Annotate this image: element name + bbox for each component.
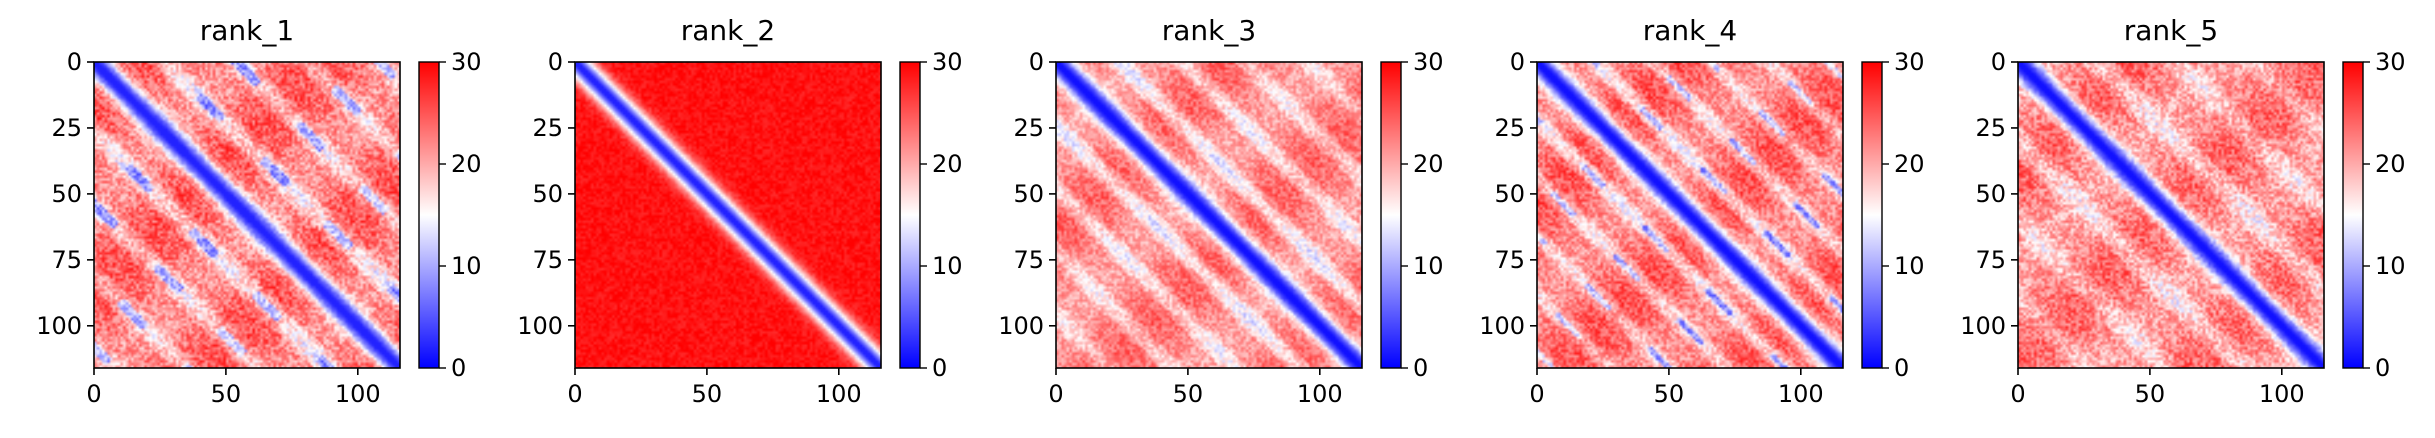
colorbar-tick-label: 0 <box>451 354 466 382</box>
axes-frame <box>1536 61 1844 369</box>
y-tick-label: 75 <box>51 246 82 274</box>
y-tick-label: 50 <box>1013 180 1044 208</box>
x-tick-label: 50 <box>692 380 723 408</box>
x-tick-label: 0 <box>86 380 101 408</box>
x-tick-label: 50 <box>1173 380 1204 408</box>
y-tick-label: 100 <box>998 312 1044 340</box>
y-tick-label: 25 <box>1975 114 2006 142</box>
colorbar-gradient <box>418 61 440 369</box>
y-tick-label: 50 <box>532 180 563 208</box>
colorbar: 0 10 20 30 <box>1861 48 1925 382</box>
colorbar-tick-label: 30 <box>2375 48 2406 76</box>
y-tick-label: 50 <box>1494 180 1525 208</box>
x-tick-label: 100 <box>1297 380 1343 408</box>
y-tick-label: 100 <box>36 312 82 340</box>
axes-frame <box>93 61 401 369</box>
panel-title: rank_3 <box>1161 14 1257 47</box>
colorbar-tick-label: 30 <box>1894 48 1925 76</box>
panel-title: rank_1 <box>199 14 295 47</box>
y-tick-label: 100 <box>517 312 563 340</box>
heatmap-axes: 0 50 100 0 25 50 75 100 <box>1960 48 2325 408</box>
heatmap-axes: 0 50 100 0 25 50 75 100 <box>36 48 401 408</box>
y-tick-label: 0 <box>548 48 563 76</box>
y-tick-label: 100 <box>1960 312 2006 340</box>
heatmap-plot-area <box>575 62 881 368</box>
x-tick-label: 100 <box>335 380 381 408</box>
colorbar-gradient <box>2342 61 2364 369</box>
colorbar: 0 10 20 30 <box>1380 48 1444 382</box>
heatmap-image <box>575 62 881 368</box>
x-tick-label: 50 <box>211 380 242 408</box>
axes-frame <box>574 61 882 369</box>
heatmap-image <box>94 62 400 368</box>
heatmap-plot-area <box>1537 62 1843 368</box>
heatmap-axes: 0 50 100 0 25 50 75 100 <box>517 48 882 408</box>
x-tick-label: 50 <box>1654 380 1685 408</box>
colorbar-tick-label: 10 <box>932 252 963 280</box>
x-tick-label: 0 <box>567 380 582 408</box>
colorbar-tick-label: 20 <box>2375 150 2406 178</box>
x-tick-label: 100 <box>1778 380 1824 408</box>
y-tick-label: 0 <box>1029 48 1044 76</box>
heatmap-axes: 0 50 100 0 25 50 75 100 <box>1479 48 1844 408</box>
y-tick-label: 75 <box>1494 246 1525 274</box>
x-tick-label: 0 <box>2010 380 2025 408</box>
colorbar-tick-label: 30 <box>1413 48 1444 76</box>
x-tick-label: 50 <box>2135 380 2166 408</box>
axes-frame <box>1055 61 1363 369</box>
y-tick-label: 0 <box>1510 48 1525 76</box>
colorbar: 0 10 20 30 <box>2342 48 2406 382</box>
colorbar-tick-label: 30 <box>932 48 963 76</box>
x-tick-label: 0 <box>1529 380 1544 408</box>
x-tick-label: 0 <box>1048 380 1063 408</box>
colorbar-tick-label: 20 <box>1894 150 1925 178</box>
colorbar-tick-label: 20 <box>932 150 963 178</box>
heatmap-axes: 0 50 100 0 25 50 75 100 <box>998 48 1363 408</box>
axes-frame <box>2017 61 2325 369</box>
y-tick-label: 50 <box>51 180 82 208</box>
y-tick-label: 75 <box>1975 246 2006 274</box>
x-tick-label: 100 <box>2259 380 2305 408</box>
y-tick-label: 25 <box>51 114 82 142</box>
panel-title: rank_5 <box>2123 14 2219 47</box>
colorbar-tick-label: 10 <box>1413 252 1444 280</box>
y-tick-label: 100 <box>1479 312 1525 340</box>
colorbar-tick-label: 0 <box>1894 354 1909 382</box>
panel-title: rank_4 <box>1642 14 1738 47</box>
x-tick-label: 100 <box>816 380 862 408</box>
colorbar-tick-label: 10 <box>1894 252 1925 280</box>
heatmap-plot-area <box>94 62 400 368</box>
panel-title: rank_2 <box>680 14 776 47</box>
colorbar-tick-label: 10 <box>2375 252 2406 280</box>
colorbar-tick-label: 0 <box>2375 354 2390 382</box>
colorbar: 0 10 20 30 <box>418 48 482 382</box>
heatmap-image <box>1056 62 1362 368</box>
heatmap-plot-area <box>2018 62 2324 368</box>
colorbar-gradient <box>899 61 921 369</box>
colorbar-tick-label: 20 <box>1413 150 1444 178</box>
heatmap-plot-area <box>1056 62 1362 368</box>
heatmap-image <box>1537 62 1843 368</box>
y-tick-label: 50 <box>1975 180 2006 208</box>
y-tick-label: 0 <box>1991 48 2006 76</box>
y-tick-label: 25 <box>532 114 563 142</box>
colorbar-gradient <box>1861 61 1883 369</box>
heatmap-image <box>2018 62 2324 368</box>
y-tick-label: 25 <box>1494 114 1525 142</box>
y-tick-label: 0 <box>67 48 82 76</box>
colorbar-gradient <box>1380 61 1402 369</box>
colorbar: 0 10 20 30 <box>899 48 963 382</box>
colorbar-tick-label: 0 <box>1413 354 1428 382</box>
colorbar-tick-label: 10 <box>451 252 482 280</box>
colorbar-tick-label: 20 <box>451 150 482 178</box>
colorbar-tick-label: 0 <box>932 354 947 382</box>
y-tick-label: 75 <box>532 246 563 274</box>
colorbar-tick-label: 30 <box>451 48 482 76</box>
y-tick-label: 25 <box>1013 114 1044 142</box>
y-tick-label: 75 <box>1013 246 1044 274</box>
